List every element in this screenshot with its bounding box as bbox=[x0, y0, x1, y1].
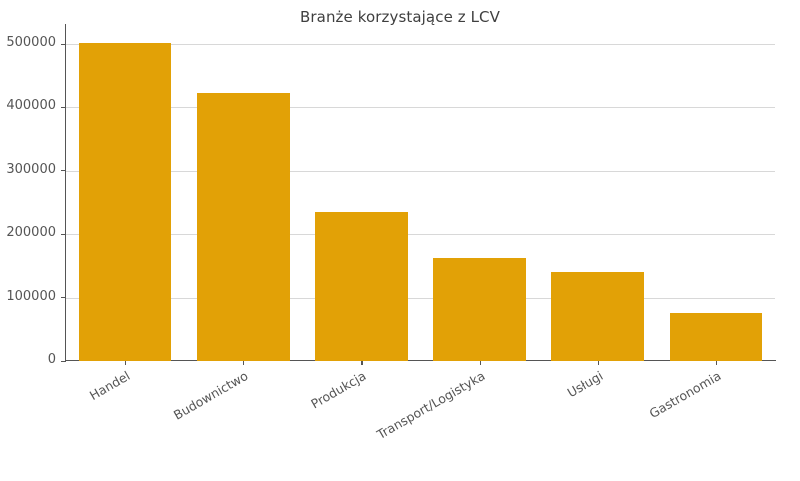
y-tick-mark bbox=[61, 360, 65, 362]
gridline bbox=[66, 297, 775, 299]
bar[interactable] bbox=[315, 212, 408, 361]
gridline bbox=[66, 234, 775, 236]
y-tick-mark bbox=[61, 170, 65, 172]
y-axis-spine bbox=[65, 24, 67, 362]
x-tick-label-text: Gastronomia bbox=[646, 368, 724, 422]
bar[interactable] bbox=[551, 271, 645, 361]
x-tick-label-text: Produkcja bbox=[308, 368, 369, 412]
y-tick-mark bbox=[61, 106, 65, 109]
bar[interactable] bbox=[433, 257, 526, 361]
x-tick-label-text: Usługi bbox=[564, 368, 606, 401]
x-tick-label: Handel bbox=[0, 368, 133, 481]
chart-title: Branże korzystające z LCV bbox=[300, 8, 500, 26]
bar-series bbox=[66, 25, 775, 361]
bar[interactable] bbox=[669, 312, 763, 361]
x-tick-mark bbox=[479, 361, 481, 365]
y-tick-mark bbox=[61, 297, 65, 299]
grid-lines bbox=[66, 25, 775, 361]
y-tick-label: 200000 bbox=[6, 225, 56, 241]
x-axis-spine bbox=[65, 360, 776, 362]
y-tick-label: 400000 bbox=[6, 98, 56, 114]
plot-area bbox=[66, 25, 775, 361]
y-tick-label: 500000 bbox=[6, 35, 56, 51]
y-tick-mark bbox=[61, 233, 65, 235]
x-tick-mark bbox=[597, 361, 599, 365]
x-tick-label-text: Budownictwo bbox=[171, 368, 251, 423]
y-tick-label: 0 bbox=[47, 352, 56, 367]
y-tick-label: 100000 bbox=[6, 288, 56, 304]
gridline bbox=[66, 107, 775, 109]
bar[interactable] bbox=[196, 93, 290, 361]
y-tick-label: 300000 bbox=[6, 161, 56, 177]
gridline bbox=[66, 361, 775, 362]
x-tick-mark bbox=[715, 361, 718, 365]
gridline bbox=[66, 44, 775, 46]
x-tick-mark bbox=[243, 361, 245, 365]
bar[interactable] bbox=[78, 42, 172, 361]
y-tick-mark bbox=[61, 43, 65, 45]
x-tick-mark bbox=[125, 361, 127, 365]
gridline bbox=[66, 170, 775, 172]
x-tick-label-text: Handel bbox=[86, 368, 133, 404]
x-tick-mark bbox=[361, 361, 363, 365]
x-tick-label-text: Transport/Logistyka bbox=[373, 368, 488, 443]
